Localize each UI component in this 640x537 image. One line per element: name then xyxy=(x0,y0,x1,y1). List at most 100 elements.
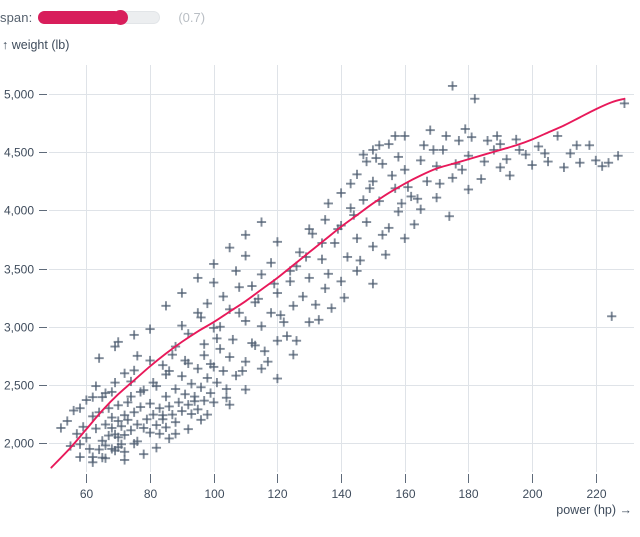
data-point xyxy=(158,360,168,370)
data-point xyxy=(603,158,614,168)
data-point xyxy=(100,440,111,451)
data-point xyxy=(142,414,152,424)
data-point xyxy=(209,323,219,333)
data-point xyxy=(368,279,378,289)
span-value-label: (0.7) xyxy=(178,9,206,25)
data-point xyxy=(368,241,378,252)
data-point xyxy=(119,447,130,457)
data-point xyxy=(119,430,130,440)
data-point xyxy=(419,140,429,150)
data-point xyxy=(323,269,333,279)
data-point xyxy=(202,298,212,309)
data-point xyxy=(358,149,368,160)
data-point xyxy=(285,276,295,286)
data-point xyxy=(240,316,251,326)
data-point xyxy=(88,411,98,421)
data-point xyxy=(84,444,95,454)
data-point xyxy=(543,156,553,167)
data-point xyxy=(276,310,286,320)
data-point xyxy=(256,364,267,374)
data-point xyxy=(193,364,203,374)
data-point xyxy=(412,194,423,204)
data-point xyxy=(88,392,98,402)
data-point xyxy=(247,281,257,291)
data-point xyxy=(228,334,238,345)
data-point xyxy=(209,277,219,288)
y-tick-label: 2,000 xyxy=(4,437,34,451)
data-point xyxy=(444,211,454,221)
data-point xyxy=(75,403,85,413)
data-point xyxy=(180,355,190,366)
data-point xyxy=(234,282,244,292)
data-point xyxy=(145,324,155,334)
data-point xyxy=(371,153,381,163)
data-point xyxy=(129,330,139,340)
data-points xyxy=(56,81,630,467)
span-slider[interactable] xyxy=(38,9,161,25)
data-point xyxy=(342,252,353,262)
x-tick-label: 180 xyxy=(458,487,478,501)
data-point xyxy=(339,293,349,303)
data-point xyxy=(231,371,241,381)
data-point xyxy=(177,288,187,298)
data-point xyxy=(72,429,82,439)
data-point xyxy=(492,131,502,141)
data-point xyxy=(266,258,276,268)
x-tick-label: 100 xyxy=(204,487,224,501)
data-point xyxy=(132,419,142,430)
data-point xyxy=(346,179,356,189)
data-point xyxy=(164,433,174,444)
data-point xyxy=(438,145,448,155)
y-axis-title: ↑ weight (lb) xyxy=(2,38,70,52)
data-point xyxy=(129,407,139,417)
data-point xyxy=(218,291,228,302)
data-point xyxy=(186,379,197,389)
data-point xyxy=(119,455,130,465)
data-point xyxy=(126,425,136,435)
data-point xyxy=(307,229,318,239)
trend-line xyxy=(50,97,626,469)
data-point xyxy=(428,145,439,155)
data-point xyxy=(196,312,206,323)
data-point xyxy=(336,188,346,198)
data-point xyxy=(540,148,550,159)
data-point xyxy=(145,398,155,409)
data-point xyxy=(272,336,283,346)
data-point xyxy=(361,217,372,227)
x-tick-label: 60 xyxy=(80,487,94,501)
data-point xyxy=(183,400,193,410)
data-point xyxy=(155,429,165,439)
data-point xyxy=(186,409,197,419)
x-tick-label: 80 xyxy=(144,487,158,501)
y-tick-label: 3,500 xyxy=(4,263,34,277)
data-point xyxy=(377,159,388,169)
x-tick-label: 120 xyxy=(267,487,287,501)
data-point xyxy=(107,387,117,397)
data-point xyxy=(177,406,187,416)
data-point xyxy=(209,397,219,407)
data-point xyxy=(164,401,174,412)
data-point xyxy=(145,355,155,366)
data-point xyxy=(263,357,273,367)
data-point xyxy=(502,154,512,164)
data-point xyxy=(97,436,107,446)
data-point xyxy=(393,152,403,162)
data-point xyxy=(447,81,458,91)
data-point xyxy=(91,423,101,434)
data-point xyxy=(123,415,133,425)
data-point xyxy=(511,134,521,145)
data-point xyxy=(180,389,190,399)
data-point xyxy=(202,373,212,383)
data-point xyxy=(145,428,155,438)
data-point xyxy=(266,308,276,318)
data-point xyxy=(107,423,117,433)
data-point xyxy=(132,436,142,446)
data-point xyxy=(164,366,174,376)
data-point xyxy=(454,136,464,146)
data-point xyxy=(135,402,146,412)
slider-thumb[interactable] xyxy=(113,9,129,25)
y-tick-label: 5,000 xyxy=(4,88,34,102)
data-point xyxy=(212,378,222,388)
data-point xyxy=(161,422,171,432)
data-point xyxy=(221,393,232,403)
